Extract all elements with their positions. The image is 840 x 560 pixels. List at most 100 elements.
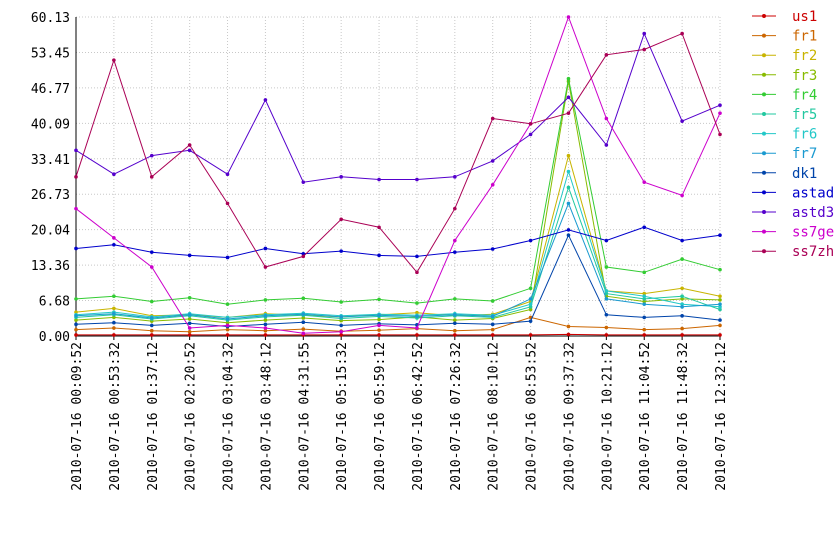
data-point xyxy=(718,333,722,337)
data-point xyxy=(301,296,306,301)
series-line-us1 xyxy=(76,333,720,336)
legend-label: fr4 xyxy=(792,87,817,103)
data-point xyxy=(149,323,154,328)
data-point xyxy=(680,326,684,331)
data-point xyxy=(490,299,495,303)
data-point xyxy=(187,333,192,337)
data-point xyxy=(225,333,230,337)
data-point xyxy=(453,297,457,301)
data-point xyxy=(453,318,457,322)
data-point xyxy=(339,333,343,337)
data-point xyxy=(490,314,495,319)
data-point xyxy=(528,302,533,306)
data-point xyxy=(718,294,722,299)
data-point xyxy=(187,329,192,334)
data-point xyxy=(263,98,268,102)
data-point xyxy=(301,312,306,317)
data-point xyxy=(642,302,647,306)
data-point xyxy=(74,333,78,337)
data-point xyxy=(642,291,647,296)
y-tick-label: 20.04 xyxy=(31,224,70,239)
data-point xyxy=(112,58,116,62)
data-point xyxy=(490,322,495,327)
axes: 0.00 6.68 13.36 20.04 26.73 33.41 40.09 46.77 53… xyxy=(31,11,729,491)
data-point xyxy=(718,298,722,302)
data-point xyxy=(528,286,533,291)
data-point xyxy=(604,297,609,301)
data-point xyxy=(642,225,647,230)
data-point xyxy=(301,251,306,256)
data-point xyxy=(566,153,571,158)
data-point xyxy=(187,253,192,258)
series-line-ss7ge xyxy=(75,15,721,334)
data-point xyxy=(528,132,533,137)
data-point xyxy=(604,265,609,269)
data-point xyxy=(718,267,722,272)
legend-swatch-dot xyxy=(762,72,766,77)
legend-label: fr2 xyxy=(792,48,817,64)
x-tick-label: 2010-07-16 03:48:12 xyxy=(259,342,274,491)
series-us1 xyxy=(74,332,722,337)
data-point xyxy=(680,286,684,291)
legend-entry-astd3: astd3 xyxy=(752,205,834,221)
data-point xyxy=(453,250,457,254)
data-point xyxy=(377,297,381,302)
data-point xyxy=(74,310,78,314)
data-point xyxy=(642,31,647,36)
series-line-fr1 xyxy=(75,316,721,333)
data-point xyxy=(718,233,722,238)
data-point xyxy=(604,312,609,317)
legend-label: fr1 xyxy=(792,29,817,45)
data-point xyxy=(339,300,343,304)
data-point xyxy=(566,228,571,232)
y-tick-label: 60.13 xyxy=(31,11,70,26)
x-tick-label: 2010-07-16 07:26:32 xyxy=(449,342,464,491)
data-point xyxy=(604,291,609,296)
data-point xyxy=(528,297,533,301)
data-point xyxy=(149,265,154,269)
data-point xyxy=(74,314,78,318)
data-point xyxy=(718,132,722,137)
data-point xyxy=(490,183,495,187)
data-point xyxy=(680,294,684,299)
legend-entry-dk1: dk1 xyxy=(752,166,817,182)
series-astad xyxy=(74,225,722,260)
data-point xyxy=(566,185,571,190)
data-point xyxy=(263,318,268,322)
x-tick-label: 2010-07-16 11:48:32 xyxy=(676,342,691,491)
data-point xyxy=(377,177,381,182)
data-point xyxy=(642,270,647,275)
legend-swatch-dot xyxy=(762,229,766,234)
data-point xyxy=(604,53,609,57)
series-line-fr6 xyxy=(75,169,721,318)
data-point xyxy=(74,327,78,332)
data-point xyxy=(566,111,571,115)
x-tick-label: 2010-07-16 05:15:32 xyxy=(335,342,350,491)
data-point xyxy=(642,297,647,301)
data-point xyxy=(187,312,192,317)
legend-entry-astad: astad xyxy=(752,185,834,201)
data-point xyxy=(528,319,533,323)
legend-label: dk1 xyxy=(792,166,817,182)
legend-swatch-dot xyxy=(762,190,766,195)
data-point xyxy=(263,265,268,269)
x-tick-label: 2010-07-16 03:04:32 xyxy=(222,342,237,491)
data-point xyxy=(112,172,116,176)
x-tick-label: 2010-07-16 04:31:55 xyxy=(297,342,312,491)
legend-entry-fr2: fr2 xyxy=(752,48,817,64)
data-point xyxy=(528,305,533,309)
data-point xyxy=(112,236,116,240)
series-fr3 xyxy=(74,79,722,325)
grid xyxy=(75,16,721,336)
legend-entry-fr6: fr6 xyxy=(752,127,817,143)
data-point xyxy=(112,333,116,337)
legend: us1 fr1 fr2 fr3 fr4 fr5 fr6 fr7 dk1 astad astd3 ss7… xyxy=(752,9,834,260)
data-point xyxy=(112,242,116,247)
legend-swatch-dot xyxy=(762,210,766,214)
legend-swatch-dot xyxy=(762,112,766,116)
data-point xyxy=(415,326,419,330)
data-point xyxy=(339,175,343,179)
data-point xyxy=(680,302,684,306)
x-tick-label: 2010-07-16 11:04:52 xyxy=(638,342,653,491)
data-point xyxy=(377,328,381,332)
